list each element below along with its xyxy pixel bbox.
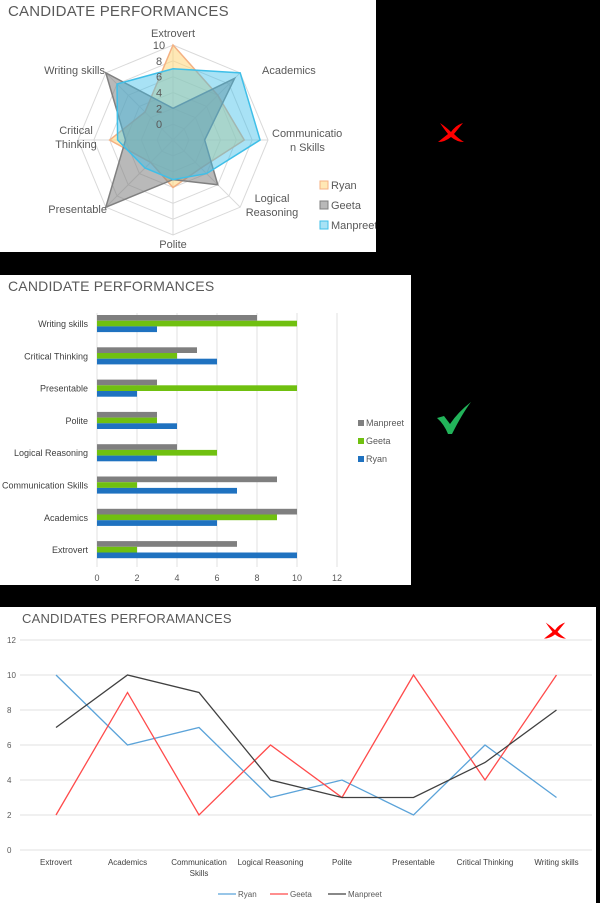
svg-text:Polite: Polite [332, 858, 353, 867]
bar-manpreet [97, 347, 197, 353]
bar-manpreet [97, 508, 297, 515]
svg-text:10: 10 [292, 573, 302, 583]
bar-geeta [97, 482, 137, 488]
check-icon [436, 402, 474, 441]
svg-text:Presentable: Presentable [392, 858, 435, 867]
bar-manpreet [97, 379, 157, 386]
svg-text:Writing skills: Writing skills [534, 858, 578, 867]
svg-text:0: 0 [94, 573, 99, 583]
svg-text:6: 6 [156, 72, 162, 84]
svg-text:Geeta: Geeta [331, 200, 362, 212]
bar-chart: 0 2 4 6 8 10 12 Writing skills Critical Thinking… [2, 313, 405, 583]
svg-text:Logical: Logical [255, 193, 290, 205]
svg-text:Skills: Skills [190, 869, 209, 878]
svg-text:Manpreet: Manpreet [348, 890, 383, 899]
svg-text:8: 8 [156, 56, 162, 68]
bar-ryan [97, 552, 297, 559]
svg-text:Presentable: Presentable [40, 384, 88, 394]
bar-manpreet [97, 315, 257, 321]
svg-text:Polite: Polite [159, 239, 187, 251]
svg-text:12: 12 [332, 573, 342, 583]
svg-text:2: 2 [134, 573, 139, 583]
bar-ryan [97, 423, 177, 429]
svg-text:0: 0 [156, 119, 162, 131]
svg-text:Ryan: Ryan [238, 890, 257, 899]
svg-text:4: 4 [174, 573, 179, 583]
svg-text:Critical: Critical [59, 125, 93, 137]
bar-chart-panel: CANDIDATE PERFORMANCES 0 2 4 6 8 10 12 Writing … [0, 275, 411, 585]
svg-text:6: 6 [7, 741, 12, 750]
line-chart-panel: CANDIDATES PERFORAMANCES 0 2 4 6 8 10 12 Extrov… [0, 607, 596, 903]
svg-text:4: 4 [7, 776, 12, 785]
svg-text:Manpreet: Manpreet [366, 418, 405, 428]
bar-manpreet [97, 476, 277, 483]
svg-text:8: 8 [254, 573, 259, 583]
line-chart-title: CANDIDATES PERFORAMANCES [22, 611, 232, 626]
svg-text:Presentable: Presentable [48, 204, 107, 216]
cross-icon [436, 120, 466, 151]
svg-text:Writing skills: Writing skills [44, 65, 105, 77]
bar-geeta [97, 417, 157, 424]
svg-text:Extrovert: Extrovert [40, 858, 73, 867]
bar-geeta [97, 320, 297, 327]
bar-manpreet [97, 444, 177, 450]
svg-text:Communication: Communication [171, 858, 227, 867]
bar-ryan [97, 455, 157, 462]
svg-text:Academics: Academics [44, 513, 89, 523]
svg-text:Academics: Academics [262, 65, 316, 77]
radar-series-manpreet [116, 67, 261, 181]
svg-text:Manpreet: Manpreet [331, 220, 376, 232]
svg-text:Ryan: Ryan [366, 454, 387, 464]
bar-ryan [97, 358, 217, 365]
cross-icon [542, 620, 568, 647]
line-chart: 0 2 4 6 8 10 12 Extrovert Academics Communication… [7, 636, 592, 899]
svg-text:Critical Thinking: Critical Thinking [24, 351, 88, 361]
bar-geeta [97, 514, 277, 521]
svg-text:Thinking: Thinking [55, 139, 97, 151]
bar-geeta [97, 353, 177, 359]
svg-text:8: 8 [7, 706, 12, 715]
bar-geeta [97, 449, 217, 456]
bar-ryan [97, 487, 237, 494]
svg-text:4: 4 [156, 88, 162, 100]
svg-text:0: 0 [7, 846, 12, 855]
svg-text:Geeta: Geeta [290, 890, 312, 899]
svg-text:Writing skills: Writing skills [38, 319, 88, 329]
radar-chart-title: CANDIDATE PERFORMANCES [8, 3, 229, 20]
bar-manpreet [97, 411, 157, 418]
svg-text:Academics: Academics [108, 858, 147, 867]
svg-text:12: 12 [7, 636, 16, 645]
bar-geeta [97, 385, 297, 391]
bar-ryan [97, 520, 217, 526]
svg-text:6: 6 [214, 573, 219, 583]
svg-text:Logical Reasoning: Logical Reasoning [14, 448, 88, 458]
svg-text:Critical Thinking: Critical Thinking [457, 858, 514, 867]
svg-text:Geeta: Geeta [366, 436, 391, 446]
line-geeta [55, 673, 558, 817]
svg-text:Extrovert: Extrovert [151, 28, 195, 40]
line-manpreet [55, 674, 557, 799]
svg-text:n Skills: n Skills [290, 142, 325, 154]
svg-text:10: 10 [7, 671, 16, 680]
svg-text:Logical Reasoning: Logical Reasoning [238, 858, 304, 867]
svg-text:2: 2 [156, 103, 162, 115]
bar-ryan [97, 326, 157, 333]
radar-chart-panel: CANDIDATE PERFORMANCES 0 2 4 6 8 10 Extrovert A… [0, 0, 376, 252]
svg-text:Reasoning: Reasoning [246, 207, 299, 219]
bar-geeta [97, 546, 137, 553]
svg-text:Communication Skills: Communication Skills [2, 481, 89, 491]
svg-text:Communicatio: Communicatio [272, 128, 342, 140]
svg-text:Extrovert: Extrovert [52, 545, 89, 555]
svg-text:Polite: Polite [65, 416, 88, 426]
svg-text:10: 10 [153, 40, 165, 52]
bar-chart-title: CANDIDATE PERFORMANCES [8, 278, 215, 294]
bar-ryan [97, 391, 137, 397]
svg-text:Ryan: Ryan [331, 180, 357, 192]
bar-manpreet [97, 541, 237, 547]
svg-text:2: 2 [7, 811, 12, 820]
